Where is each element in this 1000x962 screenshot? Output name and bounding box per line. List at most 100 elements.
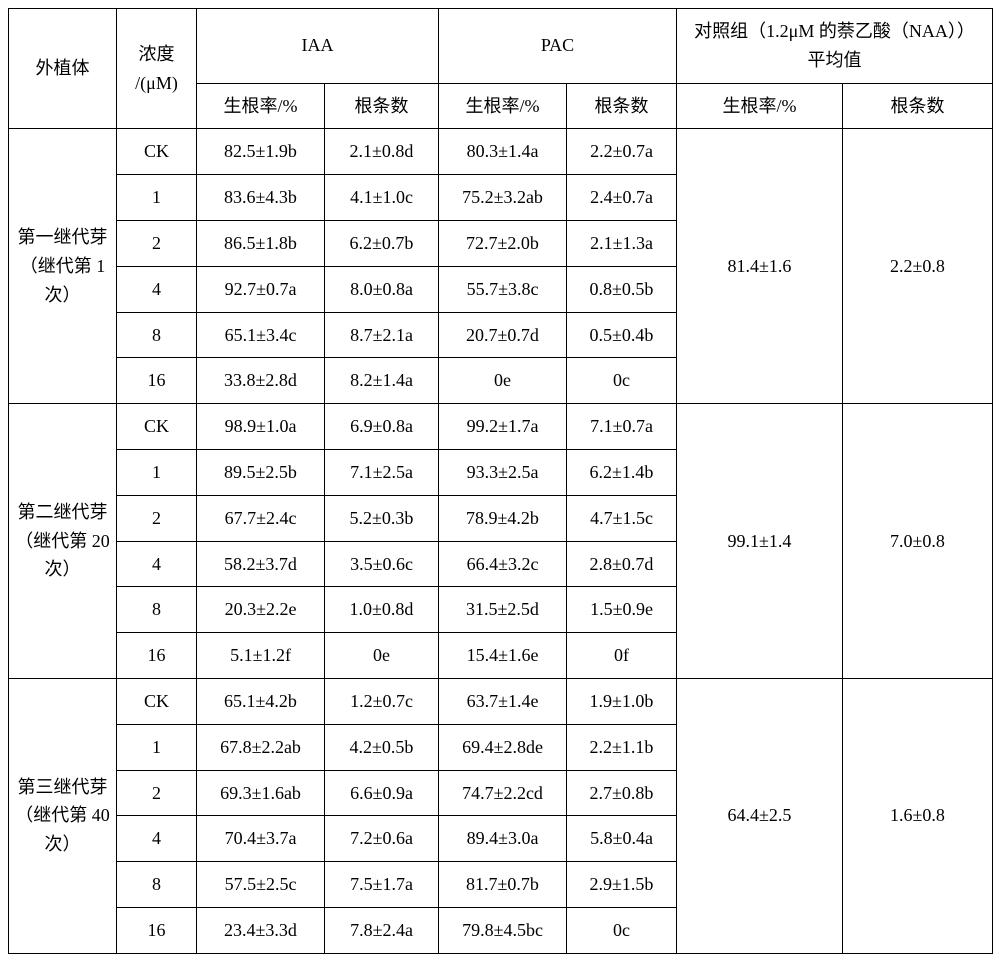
pac-rate-cell: 69.4±2.8de [439,724,567,770]
ctrl-num-cell: 1.6±0.8 [843,678,993,953]
iaa-rate-cell: 82.5±1.9b [197,129,325,175]
ctrl-rate-cell: 64.4±2.5 [677,678,843,953]
pac-num-cell: 0.5±0.4b [567,312,677,358]
explant-l2: （继代第 40 [15,805,110,825]
iaa-num-cell: 0e [325,633,439,679]
header-conc-top: 浓度 [139,44,175,64]
header-iaa: IAA [197,9,439,84]
iaa-num-cell: 6.6±0.9a [325,770,439,816]
pac-num-cell: 1.5±0.9e [567,587,677,633]
pac-rate-cell: 63.7±1.4e [439,678,567,724]
iaa-rate-cell: 33.8±2.8d [197,358,325,404]
data-table: 外植体 浓度 /(μM) IAA PAC 对照组（1.2μM 的萘乙酸（NAA）… [8,8,993,954]
pac-rate-cell: 80.3±1.4a [439,129,567,175]
conc-cell: 8 [117,312,197,358]
iaa-rate-cell: 92.7±0.7a [197,266,325,312]
explant-l2: （继代第 1 [20,256,106,276]
pac-num-cell: 0f [567,633,677,679]
pac-num-cell: 0c [567,907,677,953]
pac-rate-cell: 75.2±3.2ab [439,175,567,221]
pac-rate-cell: 79.8±4.5bc [439,907,567,953]
explant-l1: 第二继代芽 [18,502,108,522]
ctrl-num-cell: 2.2±0.8 [843,129,993,404]
explant-cell: 第二继代芽（继代第 20次） [9,404,117,679]
conc-cell: 2 [117,220,197,266]
iaa-num-cell: 1.2±0.7c [325,678,439,724]
pac-rate-cell: 55.7±3.8c [439,266,567,312]
pac-rate-cell: 66.4±3.2c [439,541,567,587]
iaa-rate-cell: 57.5±2.5c [197,862,325,908]
conc-cell: CK [117,678,197,724]
pac-rate-cell: 15.4±1.6e [439,633,567,679]
table-body: 第一继代芽（继代第 1次）CK82.5±1.9b2.1±0.8d80.3±1.4… [9,129,993,953]
conc-cell: 4 [117,266,197,312]
header-pac: PAC [439,9,677,84]
header-explant: 外植体 [9,9,117,129]
iaa-num-cell: 7.8±2.4a [325,907,439,953]
conc-cell: 16 [117,358,197,404]
table-head: 外植体 浓度 /(μM) IAA PAC 对照组（1.2μM 的萘乙酸（NAA）… [9,9,993,129]
ctrl-rate-cell: 81.4±1.6 [677,129,843,404]
pac-num-cell: 7.1±0.7a [567,404,677,450]
explant-l1: 第三继代芽 [18,777,108,797]
header-iaa-rate: 生根率/% [197,83,325,129]
iaa-num-cell: 3.5±0.6c [325,541,439,587]
conc-cell: 16 [117,633,197,679]
iaa-num-cell: 7.1±2.5a [325,449,439,495]
iaa-num-cell: 6.2±0.7b [325,220,439,266]
pac-rate-cell: 78.9±4.2b [439,495,567,541]
explant-cell: 第一继代芽（继代第 1次） [9,129,117,404]
header-control: 对照组（1.2μM 的萘乙酸（NAA）） 平均值 [677,9,993,84]
pac-rate-cell: 99.2±1.7a [439,404,567,450]
header-conc: 浓度 /(μM) [117,9,197,129]
pac-num-cell: 2.2±1.1b [567,724,677,770]
conc-cell: CK [117,404,197,450]
explant-l3: 次） [45,285,81,305]
header-control-bot: 平均值 [808,50,862,70]
iaa-rate-cell: 67.8±2.2ab [197,724,325,770]
iaa-rate-cell: 65.1±4.2b [197,678,325,724]
iaa-num-cell: 4.1±1.0c [325,175,439,221]
iaa-rate-cell: 58.2±3.7d [197,541,325,587]
iaa-rate-cell: 23.4±3.3d [197,907,325,953]
pac-num-cell: 1.9±1.0b [567,678,677,724]
pac-num-cell: 2.1±1.3a [567,220,677,266]
conc-cell: 1 [117,175,197,221]
pac-num-cell: 2.7±0.8b [567,770,677,816]
explant-l3: 次） [45,834,81,854]
pac-rate-cell: 72.7±2.0b [439,220,567,266]
conc-cell: 2 [117,495,197,541]
iaa-rate-cell: 20.3±2.2e [197,587,325,633]
explant-cell: 第三继代芽 （继代第 40 次） [9,678,117,953]
iaa-rate-cell: 70.4±3.7a [197,816,325,862]
iaa-rate-cell: 5.1±1.2f [197,633,325,679]
conc-cell: 4 [117,816,197,862]
conc-cell: 8 [117,587,197,633]
iaa-num-cell: 4.2±0.5b [325,724,439,770]
iaa-num-cell: 8.7±2.1a [325,312,439,358]
conc-cell: 1 [117,449,197,495]
header-ctrl-rate: 生根率/% [677,83,843,129]
iaa-num-cell: 1.0±0.8d [325,587,439,633]
pac-rate-cell: 89.4±3.0a [439,816,567,862]
table-row: 第三继代芽（继代第 40次）CK65.1±4.2b1.2±0.7c63.7±1.… [9,678,993,724]
header-conc-bot: /(μM) [135,73,178,93]
iaa-num-cell: 8.0±0.8a [325,266,439,312]
pac-rate-cell: 31.5±2.5d [439,587,567,633]
pac-num-cell: 2.2±0.7a [567,129,677,175]
pac-num-cell: 0.8±0.5b [567,266,677,312]
conc-cell: 4 [117,541,197,587]
pac-num-cell: 0c [567,358,677,404]
explant-l2: （继代第 20 [15,531,110,551]
table-row: 第一继代芽（继代第 1次）CK82.5±1.9b2.1±0.8d80.3±1.4… [9,129,993,175]
pac-num-cell: 4.7±1.5c [567,495,677,541]
conc-cell: 1 [117,724,197,770]
conc-cell: 2 [117,770,197,816]
header-pac-rate: 生根率/% [439,83,567,129]
iaa-rate-cell: 65.1±3.4c [197,312,325,358]
conc-cell: CK [117,129,197,175]
header-ctrl-num: 根条数 [843,83,993,129]
iaa-rate-cell: 83.6±4.3b [197,175,325,221]
header-iaa-num: 根条数 [325,83,439,129]
conc-cell: 16 [117,907,197,953]
